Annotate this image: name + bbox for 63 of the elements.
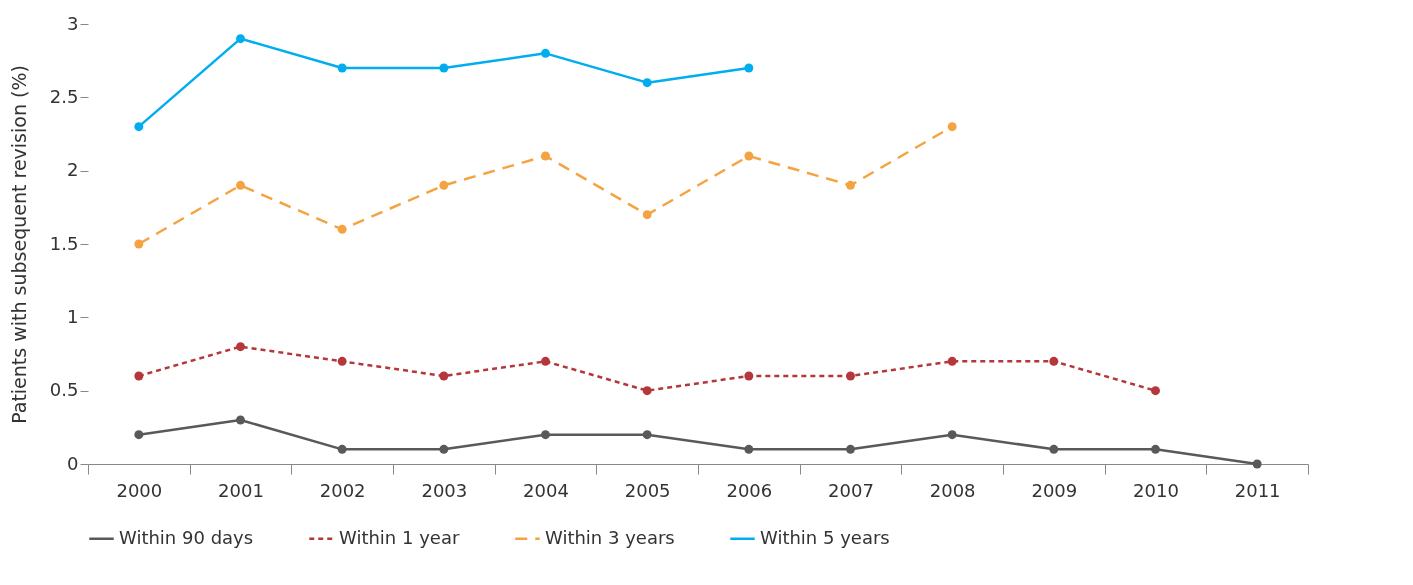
- point: [642, 210, 652, 220]
- point: [439, 371, 449, 381]
- x-tick-label: 2001: [218, 479, 264, 501]
- point: [236, 342, 245, 352]
- x-tick-label: 2009: [1031, 479, 1078, 501]
- point: [642, 386, 652, 396]
- legend-label: Within 1 year: [339, 526, 460, 548]
- legend-label: Within 5 years: [760, 526, 890, 548]
- y-tick-label: 0: [67, 452, 79, 474]
- point: [134, 122, 144, 132]
- point: [134, 239, 144, 249]
- point: [439, 180, 449, 190]
- point: [134, 430, 144, 440]
- point: [236, 415, 245, 425]
- point: [846, 444, 855, 454]
- x-tick-label: 2002: [319, 479, 366, 501]
- point: [541, 48, 550, 58]
- y-tick-label: 2.5: [49, 85, 79, 107]
- point: [1151, 444, 1160, 454]
- point: [134, 371, 144, 381]
- point: [744, 151, 754, 161]
- y-tick-label: 1.5: [49, 232, 79, 254]
- x-tick-label: 2007: [828, 479, 874, 501]
- point: [236, 34, 245, 44]
- y-tick-label: 0.5: [49, 379, 79, 401]
- point: [1049, 444, 1059, 454]
- point: [337, 444, 347, 454]
- point: [541, 430, 550, 440]
- point: [337, 63, 347, 73]
- y-tick-label: 3: [67, 12, 79, 34]
- x-tick-label: 2003: [421, 479, 468, 501]
- y-tick-label: 2: [67, 159, 79, 181]
- point: [744, 371, 754, 381]
- point: [947, 122, 957, 132]
- point: [846, 180, 855, 190]
- legend-label: Within 3 years: [545, 526, 675, 548]
- y-axis-title: Patients with subsequent revision (%): [7, 65, 30, 424]
- point: [541, 356, 550, 366]
- point: [846, 371, 855, 381]
- point: [337, 224, 347, 234]
- x-tick-label: 2008: [929, 479, 976, 501]
- point: [1049, 356, 1059, 366]
- y-tick-label: 1: [67, 305, 79, 327]
- point: [947, 356, 957, 366]
- x-tick-label: 2004: [523, 479, 569, 501]
- point: [236, 180, 245, 190]
- point: [947, 430, 957, 440]
- point: [744, 63, 754, 73]
- point: [337, 356, 347, 366]
- x-tick-label: 2005: [624, 479, 671, 501]
- point: [642, 78, 652, 88]
- point: [744, 444, 754, 454]
- point: [541, 151, 550, 161]
- point: [1252, 459, 1262, 469]
- x-tick-label: 2011: [1234, 479, 1281, 501]
- point: [1151, 386, 1160, 396]
- x-tick-label: 2010: [1133, 479, 1179, 501]
- x-tick-label: 2000: [116, 479, 163, 501]
- x-tick-label: 2006: [726, 479, 773, 501]
- legend-label: Within 90 days: [119, 526, 254, 548]
- point: [439, 63, 449, 73]
- point: [439, 444, 449, 454]
- point: [642, 430, 652, 440]
